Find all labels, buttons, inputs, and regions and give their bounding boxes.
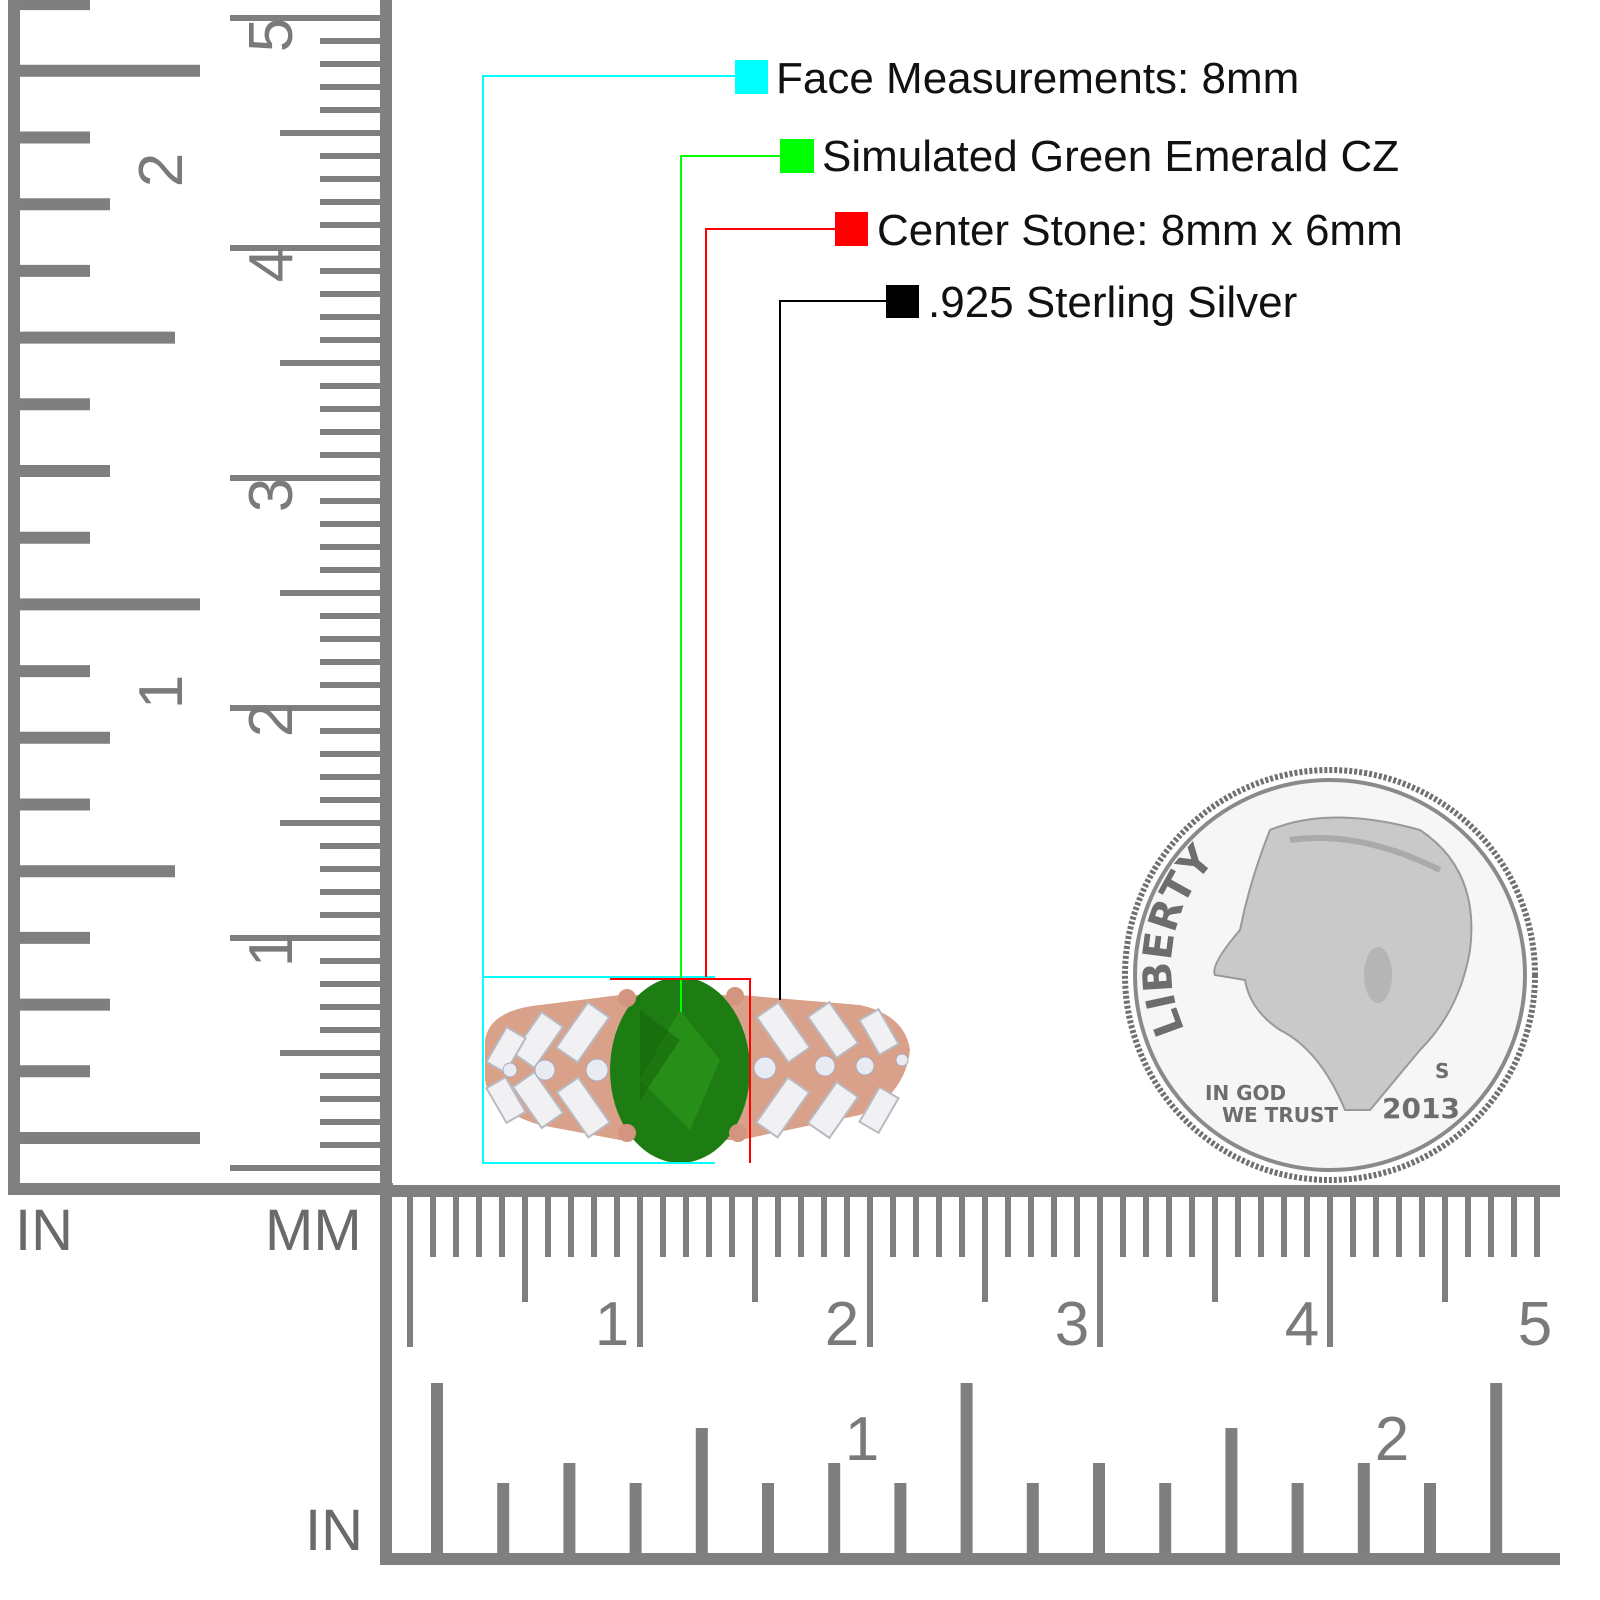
bottom-inch-label-1: 1 [845,1405,879,1474]
left-cm-label-1: 1 [237,933,306,967]
left-ruler-bottom-edge [8,1183,393,1195]
unit-label-in-bottom: IN [305,1498,363,1563]
left-ruler-right-edge [380,0,392,1195]
baguette-stones [485,1000,900,1140]
callout-lines [482,75,886,1164]
bottom-cm-label-3: 3 [1055,1290,1089,1359]
unit-label-in-left: IN [15,1198,73,1263]
left-inch-label-2: 2 [127,153,196,187]
bottom-cm-label-5: 5 [1518,1290,1552,1359]
left-cm-label-5: 5 [237,18,306,52]
left-inch-label-1: 1 [127,675,196,709]
left-cm-label-2: 2 [237,703,306,737]
bottom-cm-label-4: 4 [1285,1290,1319,1359]
bottom-ruler-top-edge [380,1185,1560,1197]
stone-type-label: Simulated Green Emerald CZ [822,132,1399,181]
portrait [1213,816,1473,1111]
bottom-ruler-left-edge [380,1185,392,1565]
unit-label-mm: MM [265,1198,362,1263]
round-accent-stones [502,1053,909,1082]
prongs [618,987,747,1142]
face-measurements-swatch [735,60,768,94]
left-cm-label-4: 4 [237,248,306,282]
metal-swatch [886,285,919,318]
coin-motto-1: IN GOD [1205,1081,1286,1105]
bottom-ruler: 1 2 3 4 5 1 2 [380,1185,1560,1565]
metal-label: .925 Sterling Silver [928,278,1297,327]
coin-year: 2013 [1382,1092,1460,1125]
dime-coin: LIBERTY IN GOD WE TRUST 2013 S [1122,767,1538,1183]
center-stone-swatch [835,212,868,246]
ring-image [485,977,910,1163]
coin-mint-mark: S [1435,1059,1449,1083]
bottom-ruler-bottom-edge [380,1553,1560,1565]
left-ruler: 2 1 1 2 3 4 5 [8,0,393,1195]
bottom-cm-label-1: 1 [595,1290,629,1359]
center-stone-label: Center Stone: 8mm x 6mm [877,206,1403,255]
coin-motto-2: WE TRUST [1222,1103,1338,1127]
left-cm-label-3: 3 [237,478,306,512]
bottom-cm-label-2: 2 [825,1290,859,1359]
left-ruler-edge [8,0,20,1195]
stone-type-swatch [780,139,814,173]
face-measurements-label: Face Measurements: 8mm [776,54,1299,103]
bottom-inch-label-2: 2 [1375,1405,1409,1474]
